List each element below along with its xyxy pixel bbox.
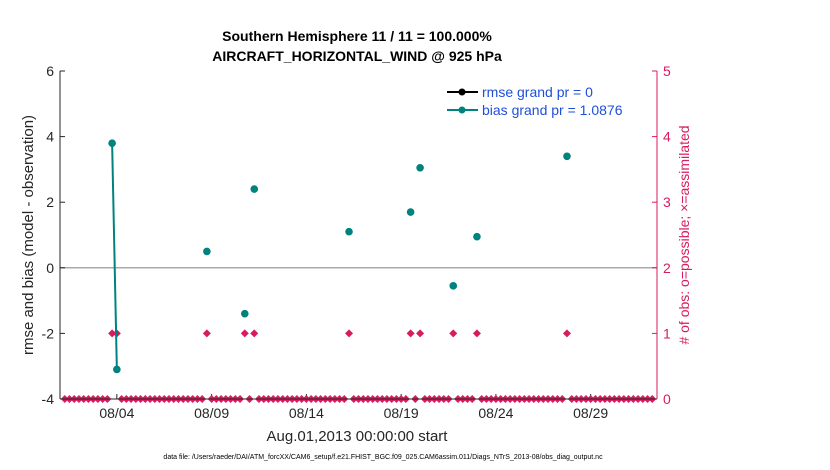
y-axis-right-label: # of obs: o=possible; ×=assimilated [676,125,692,344]
x-axis-label: Aug.01,2013 00:00:00 start [267,428,449,445]
bias-point [250,185,259,193]
bias-point [113,365,121,374]
bias-point [240,309,249,318]
y-right-tick-label: 0 [663,391,671,407]
legend-bias-label: bias grand pr = 1.0876 [482,102,623,118]
bias-point [108,139,116,147]
y-tick-label: 4 [46,129,54,145]
bias-point [345,227,353,236]
obs-count-marker [449,329,458,338]
x-tick-label: 08/19 [384,405,419,421]
y-tick-label: 6 [46,63,54,79]
y-axis-label: rmse and bias (model - observation) [20,115,37,355]
y-right-tick-label: 5 [663,63,671,79]
plot-area [60,71,657,399]
obs-count-marker [240,329,249,338]
y-right-tick-label: 4 [663,129,671,145]
x-tick-label: 08/04 [99,405,134,421]
obs-count-marker [202,329,211,338]
obs-count-marker [416,329,425,338]
obs-count-marker [406,329,415,338]
x-tick-label: 08/29 [573,405,608,421]
y-right-tick-label: 3 [663,194,671,210]
obs-count-marker [345,329,354,338]
bias-point [416,163,424,172]
x-tick-label: 08/24 [478,405,513,421]
y-tick-label: 2 [46,194,54,210]
bias-series-line [111,143,118,370]
legend-rmse-label: rmse grand pr = 0 [482,84,593,100]
obs-count-marker [472,329,481,338]
bias-point [473,232,481,241]
x-tick-label: 08/14 [289,405,324,421]
legend-bias-marker [458,106,466,114]
y-tick-label: -4 [42,391,55,407]
chart-title-line-2: AIRCRAFT_HORIZONTAL_WIND @ 925 hPa [212,48,502,64]
obs-count-marker [108,329,117,338]
chart-title-line-1: Southern Hemisphere 11 / 11 = 100.000% [222,28,492,44]
x-tick-label: 08/09 [194,405,229,421]
obs-count-marker [562,329,571,338]
bias-point [449,282,458,290]
y-right-tick-label: 1 [663,325,671,341]
y-tick-label: -2 [42,325,55,341]
bias-point [406,208,415,216]
bias-point [563,152,571,161]
data-file-footer: data file: /Users/raeder/DAI/ATM_forcXX/… [163,454,603,461]
y-tick-label: 0 [46,260,54,276]
bias-point [203,247,211,256]
legend: rmse grand pr = 0 bias grand pr = 1.0876 [444,78,644,120]
legend-box [444,78,644,120]
legend-rmse-marker [458,88,466,96]
y-right-tick-label: 2 [663,260,671,276]
obs-count-marker [250,329,259,338]
